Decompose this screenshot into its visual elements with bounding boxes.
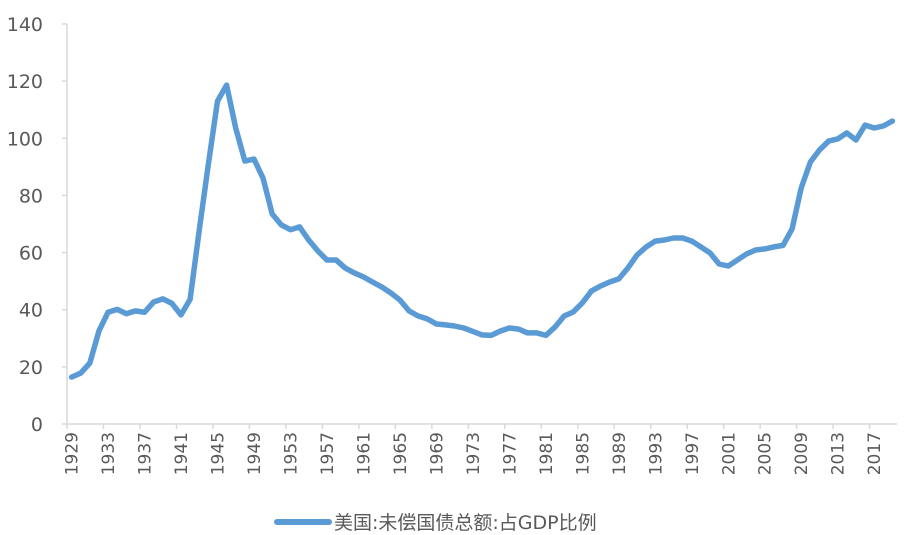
x-tick-label: 1969 <box>427 432 447 475</box>
x-tick-label: 1953 <box>281 432 301 475</box>
y-tick-label: 40 <box>19 300 43 322</box>
y-axis: 0 20 40 60 80 100 120 140 <box>7 14 68 436</box>
x-tick-label: 1977 <box>500 432 520 475</box>
x-tick-label: 1937 <box>136 432 156 475</box>
x-tick-label: 1929 <box>63 432 83 475</box>
legend: 美国:未偿国债总额:占GDP比例 <box>274 512 597 534</box>
x-tick-label: 1973 <box>464 432 484 475</box>
x-tick-label: 2009 <box>792 432 812 475</box>
y-tick-label: 20 <box>19 357 43 379</box>
x-tick-label: 1997 <box>683 432 703 475</box>
x-tick-label: 1993 <box>646 432 666 475</box>
x-tick-label: 1985 <box>573 432 593 475</box>
x-tick-label: 2001 <box>719 432 739 475</box>
y-tick-label: 140 <box>7 14 43 36</box>
y-tick-label: 80 <box>19 185 43 207</box>
y-tick-label: 100 <box>7 128 43 150</box>
x-tick-label: 1965 <box>391 432 411 475</box>
x-tick-label: 2013 <box>829 432 849 475</box>
plot-area <box>68 82 896 380</box>
x-tick-label: 1981 <box>537 432 557 475</box>
x-tick-label: 2005 <box>756 432 776 475</box>
series-line <box>68 82 896 380</box>
y-tick-label: 0 <box>31 414 43 436</box>
x-tick-label: 1961 <box>354 432 374 475</box>
x-tick-label: 1945 <box>208 432 228 475</box>
x-tick-label: 1933 <box>99 432 119 475</box>
x-tick-label: 1957 <box>318 432 338 475</box>
x-axis: 1929 1933 1937 1941 1945 1949 1953 1957 1961 1965… <box>63 423 897 475</box>
x-tick-label: 1989 <box>610 432 630 475</box>
x-tick-label: 1941 <box>172 432 192 475</box>
y-tick-label: 60 <box>19 243 43 265</box>
x-tick-label: 1949 <box>245 432 265 475</box>
y-tick-label: 120 <box>7 71 43 93</box>
x-tick-label: 2017 <box>865 432 885 475</box>
legend-label: 美国:未偿国债总额:占GDP比例 <box>334 512 597 534</box>
